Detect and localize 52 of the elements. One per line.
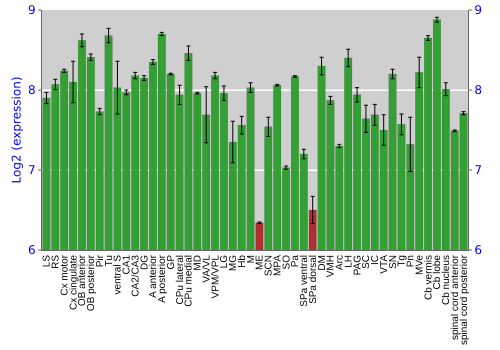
x-tick-label: DG	[139, 254, 150, 270]
x-tick-label: spinal cord posterior	[458, 254, 470, 346]
x-tick-label: Cx cingulate	[68, 254, 80, 310]
x-tick-label: VPM/VPL	[210, 254, 222, 298]
x-tick-label: GP	[166, 254, 177, 270]
x-tick-label: CPu medial	[184, 255, 195, 307]
x-tick-label: CA2/CA3	[130, 254, 142, 297]
x-tick-label: VA/VL	[201, 254, 212, 283]
x-tick-label: SN	[388, 255, 399, 269]
x-tick-label: Cb lobe	[432, 254, 444, 290]
x-tick-label: ventral S	[112, 254, 124, 294]
x-tick-label: RS	[50, 254, 62, 269]
x-tick-label: OB anterior	[77, 254, 88, 306]
y-tick-label: 9	[28, 3, 36, 18]
x-tick-label: LS	[42, 254, 53, 268]
x-tick-label: A anterior	[148, 254, 160, 298]
x-tick-label: DM	[316, 255, 328, 271]
x-tick-label: Tg	[396, 255, 408, 267]
x-tick-label: ME	[254, 254, 266, 270]
x-tick-label: CA1	[122, 254, 133, 274]
x-tick-label: Pir	[94, 254, 106, 268]
x-tick-label: Pn	[406, 255, 417, 268]
x-tick-label: SO	[281, 254, 292, 270]
x-tick-label: OB posterior	[86, 254, 98, 312]
x-tick-label: Cx motor	[59, 254, 70, 296]
y-tick-label: 7	[28, 163, 36, 178]
y-axis-title: Log2 (expression)	[9, 76, 24, 184]
y-tick-label: 6	[28, 243, 36, 258]
y2-tick-label: 7	[474, 163, 482, 178]
x-tick-label: VMH	[326, 255, 337, 278]
x-tick-label: MPA	[272, 254, 284, 276]
x-tick-label: IC	[370, 255, 382, 265]
x-tick-label: SPa dorsal	[308, 255, 319, 304]
x-tick-label: LG	[219, 254, 230, 268]
x-tick-label: spinal cord anterior	[450, 254, 461, 340]
x-tick-label: A posterior	[157, 254, 168, 303]
x-tick-label: MVe	[414, 254, 426, 276]
x-tick-label: Cb nucleus	[441, 255, 452, 306]
y-tick-label: 8	[28, 83, 36, 98]
x-tick-label: Arc	[334, 255, 346, 270]
x-tick-label: LH	[343, 255, 354, 268]
x-tick-label: Pa	[290, 254, 302, 268]
x-tick-label: SCN	[264, 255, 275, 276]
x-tick-label: Tu	[104, 255, 115, 266]
x-tick-label: SC	[361, 255, 372, 269]
y2-tick-label: 8	[474, 83, 482, 98]
y2-tick-label: 6	[474, 243, 482, 258]
x-tick-label: M	[246, 255, 257, 264]
x-tick-label: PAG	[352, 254, 364, 276]
x-tick-label: VTA	[378, 254, 390, 274]
y2-tick-label: 9	[474, 3, 482, 18]
x-tick-label: Hb	[236, 254, 248, 268]
